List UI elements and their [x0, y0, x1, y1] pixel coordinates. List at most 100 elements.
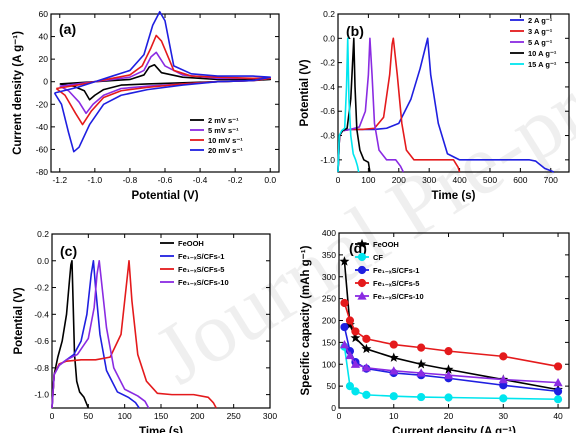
- data-point: [345, 382, 355, 391]
- data-point: [389, 366, 399, 375]
- x-tick-label: 100: [118, 411, 132, 421]
- y-axis-label: Potential (V): [13, 287, 25, 354]
- y-tick-label: -0.4: [320, 82, 335, 92]
- data-point: [417, 343, 426, 352]
- panel-label: (c): [60, 243, 77, 259]
- y-axis-label: Current density (A g⁻¹): [12, 31, 24, 155]
- y-tick-label: -60: [36, 144, 49, 154]
- legend-label: 10 A g⁻¹: [528, 49, 557, 58]
- y-tick-label: 20: [39, 54, 49, 64]
- plot-frame: [337, 13, 570, 173]
- data-point: [388, 352, 399, 362]
- y-tick-label: -20: [36, 99, 49, 109]
- legend-label: Fe₁₋ₓS/CFs-5: [178, 265, 224, 274]
- legend-label: Fe₁₋ₓS/CFs-1: [373, 266, 419, 275]
- legend-label: Fe₁₋ₓS/CFs-1: [178, 252, 224, 261]
- y-tick-label: -1.0: [320, 155, 335, 165]
- data-point: [350, 359, 361, 368]
- y-tick-label: 0: [331, 403, 336, 413]
- x-axis-label: Time (s): [139, 426, 183, 433]
- legend-marker: [357, 265, 367, 275]
- x-tick-label: 20: [444, 411, 454, 421]
- data-point: [340, 298, 349, 308]
- watermark-text: Journal Pre-proofs: [138, 0, 576, 402]
- x-tick-label: 500: [483, 175, 497, 185]
- x-tick-label: 0: [336, 175, 341, 185]
- data-point: [444, 393, 453, 402]
- data-point: [339, 339, 350, 349]
- legend-label: 20 mV s⁻¹: [208, 146, 243, 155]
- y-tick-label: -40: [36, 122, 49, 132]
- data-point: [345, 316, 355, 325]
- legend-label: 2 A g⁻¹: [528, 16, 553, 25]
- y-axis-label: Potential (V): [299, 59, 311, 126]
- x-tick-label: 10: [389, 411, 399, 421]
- legend-label: 5 A g⁻¹: [528, 38, 553, 47]
- data-point: [389, 340, 398, 349]
- data-point: [499, 394, 508, 403]
- legend-label: FeOOH: [178, 239, 204, 248]
- x-tick-label: -0.4: [193, 175, 208, 185]
- y-tick-label: -0.2: [34, 283, 49, 293]
- y-tick-label: 0.2: [37, 229, 49, 239]
- series-line-3: [343, 302, 559, 368]
- legend-marker: [357, 278, 367, 288]
- y-tick-label: 100: [322, 359, 336, 369]
- y-tick-label: -0.6: [34, 336, 49, 346]
- data-point: [361, 363, 371, 372]
- x-tick-label: 50: [84, 411, 94, 421]
- legend-label: 10 mV s⁻¹: [208, 136, 243, 145]
- data-point: [498, 374, 508, 384]
- x-tick-label: 40: [553, 411, 563, 421]
- x-axis-label: Potential (V): [131, 190, 198, 202]
- x-tick-label: 0: [50, 411, 55, 421]
- x-tick-label: 300: [263, 411, 277, 421]
- x-tick-label: 250: [227, 411, 241, 421]
- x-tick-label: 0.0: [264, 175, 276, 185]
- series-line-3: [53, 10, 272, 153]
- data-point: [361, 343, 372, 354]
- y-tick-label: 0.0: [323, 33, 335, 43]
- y-axis-label: Specific capacity (mAh g⁻¹): [300, 245, 312, 395]
- data-point: [350, 332, 361, 343]
- chart-panel-d: 0 10 20 30 40050100150200250300350400Current…: [300, 228, 570, 433]
- series-line-0: [51, 259, 90, 409]
- x-tick-label: 600: [513, 175, 527, 185]
- series-line-2: [55, 34, 272, 126]
- legend-label: FeOOH: [373, 240, 399, 249]
- y-tick-label: 250: [322, 294, 336, 304]
- x-tick-label: 200: [190, 411, 204, 421]
- data-point: [443, 364, 454, 374]
- data-point: [340, 322, 349, 332]
- legend-label: 15 A g⁻¹: [528, 60, 557, 69]
- x-tick-label: -0.8: [123, 175, 138, 185]
- data-point: [553, 362, 563, 371]
- y-tick-label: 200: [322, 316, 336, 326]
- legend-label: CF: [373, 253, 383, 262]
- data-point: [345, 350, 355, 360]
- data-point: [443, 370, 454, 379]
- data-point: [362, 390, 371, 399]
- data-point: [389, 392, 398, 401]
- y-tick-label: -1.0: [34, 390, 49, 400]
- data-point: [499, 352, 508, 361]
- chart-panel-a: -1.2 -1.0 -0.8 -0.6 -0.4 -0.2 0.0 -80 -60 -40 -20 0…: [12, 9, 280, 202]
- legend-marker: [357, 291, 367, 300]
- data-point: [444, 347, 453, 356]
- legend-label: Fe₁₋ₓS/CFs-10: [373, 292, 424, 301]
- x-axis-label: Current density (A g⁻¹): [392, 426, 516, 433]
- y-tick-label: -0.2: [320, 58, 335, 68]
- x-tick-label: 200: [392, 175, 406, 185]
- data-point: [553, 387, 563, 396]
- x-tick-label: 30: [499, 411, 509, 421]
- x-tick-label: 400: [452, 175, 466, 185]
- series-line-4: [337, 37, 360, 173]
- x-tick-label: 0: [337, 411, 342, 421]
- legend-label: Fe₁₋ₓS/CFs-10: [178, 278, 229, 287]
- series-line-2: [343, 326, 559, 393]
- data-point: [351, 387, 360, 396]
- y-tick-label: 300: [322, 272, 336, 282]
- panel-label: (b): [346, 23, 364, 39]
- data-point: [362, 334, 371, 343]
